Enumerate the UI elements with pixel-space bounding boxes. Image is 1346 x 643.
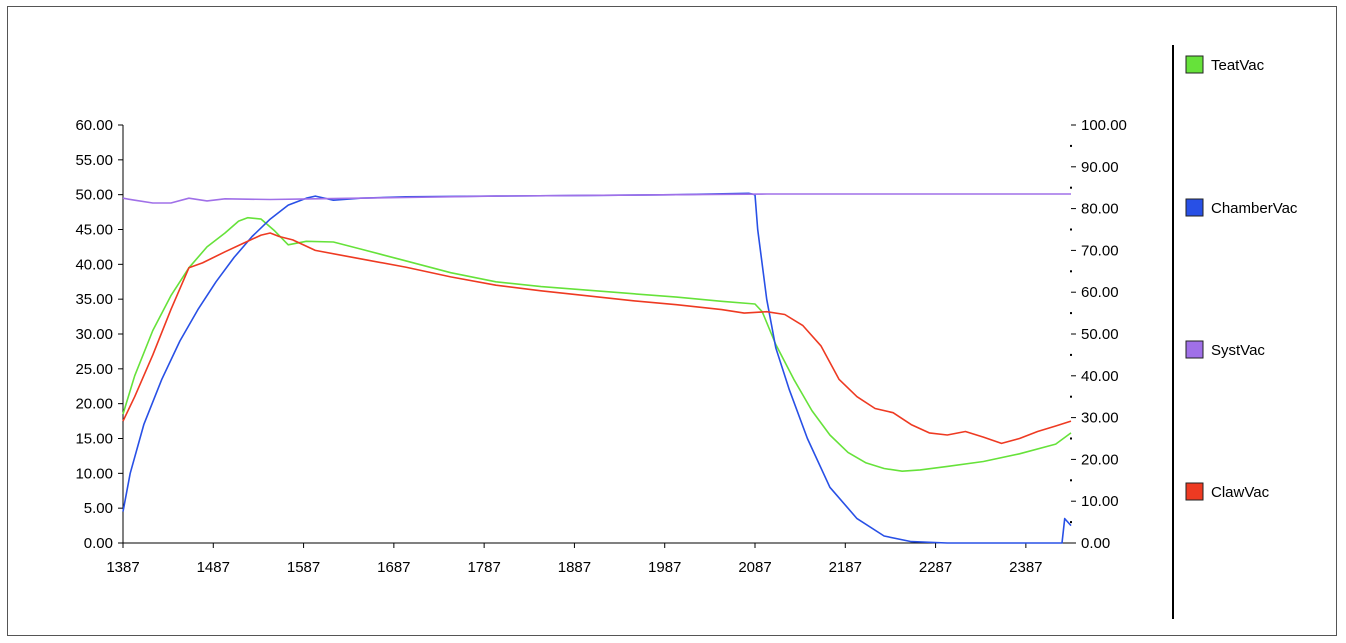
y-right-tick-label: 20.00 (1081, 451, 1119, 468)
y-right-minor-tick (1070, 479, 1072, 482)
legend-label-clawvac: ClawVac (1211, 484, 1270, 501)
y-left-tick-label: 15.00 (75, 431, 113, 448)
legend-swatch-chambervac (1185, 198, 1204, 217)
y-right-tick-label: 50.00 (1081, 326, 1119, 343)
legend-label-teatvac: TeatVac (1211, 57, 1265, 74)
legend-swatch-systvac (1185, 340, 1204, 359)
x-tick-label: 2387 (1009, 559, 1042, 576)
y-left-tick-label: 25.00 (75, 361, 113, 378)
x-tick-label: 1787 (467, 559, 500, 576)
x-tick-label: 1587 (287, 559, 320, 576)
y-left-tick-label: 35.00 (75, 291, 113, 308)
x-tick-label: 1987 (648, 559, 681, 576)
y-right-tick-label: 0.00 (1081, 535, 1110, 552)
y-right-minor-tick (1070, 353, 1072, 356)
y-left-tick-label: 60.00 (75, 117, 113, 134)
x-tick-label: 1687 (377, 559, 410, 576)
y-right-minor-tick (1070, 186, 1072, 189)
legend-label-chambervac: ChamberVac (1211, 200, 1298, 217)
y-left-tick-label: 5.00 (84, 500, 113, 517)
y-left-tick-label: 30.00 (75, 326, 113, 343)
y-right-tick-label: 10.00 (1081, 493, 1119, 510)
y-right-minor-tick (1070, 228, 1072, 231)
x-tick-label: 2187 (829, 559, 862, 576)
y-left-tick-label: 40.00 (75, 256, 113, 273)
y-right-tick-label: 30.00 (1081, 410, 1119, 427)
series-layer (122, 192, 1072, 544)
series-line-chambervac (122, 192, 1072, 544)
x-tick-label: 1387 (106, 559, 139, 576)
y-left-tick-label: 55.00 (75, 152, 113, 169)
y-right-minor-tick (1070, 144, 1072, 147)
series-line-clawvac (122, 232, 1072, 445)
x-tick-label: 1887 (558, 559, 591, 576)
series-line-systvac (122, 193, 1071, 204)
y-left-tick-label: 10.00 (75, 465, 113, 482)
y-right-tick-label: 100.00 (1081, 117, 1127, 134)
chart-frame: 0.00 5.00 10.00 15.00 20.00 25.00 30.00 35.00 40… (7, 6, 1337, 636)
chart-svg: 0.00 5.00 10.00 15.00 20.00 25.00 30.00 35.00 40… (75, 45, 1298, 619)
x-tick-label: 2087 (738, 559, 771, 576)
y-right-tick-label: 40.00 (1081, 368, 1119, 385)
legend-swatch-teatvac (1185, 55, 1204, 74)
legend-layer: TeatVac ChamberVac SystVac ClawVac (1172, 45, 1298, 619)
x-tick-label: 1487 (197, 559, 230, 576)
legend-swatch-clawvac (1185, 482, 1204, 501)
y-left-tick-label: 20.00 (75, 396, 113, 413)
y-right-minor-tick (1070, 270, 1072, 273)
y-right-minor-tick (1070, 521, 1072, 524)
y-right-tick-label: 90.00 (1081, 159, 1119, 176)
legend-label-systvac: SystVac (1211, 342, 1265, 359)
y-right-minor-tick (1070, 312, 1072, 315)
series-line-teatvac (122, 216, 1072, 473)
y-right-minor-tick (1070, 395, 1072, 398)
y-left-tick-label: 0.00 (84, 535, 113, 552)
x-tick-label: 2287 (919, 559, 952, 576)
y-right-minor-tick (1070, 437, 1072, 440)
y-right-tick-label: 70.00 (1081, 242, 1119, 259)
y-left-tick-label: 45.00 (75, 222, 113, 239)
y-right-tick-label: 80.00 (1081, 201, 1119, 218)
y-right-tick-label: 60.00 (1081, 284, 1119, 301)
y-left-tick-label: 50.00 (75, 187, 113, 204)
axes-layer: 0.00 5.00 10.00 15.00 20.00 25.00 30.00 35.00 40… (75, 117, 1126, 576)
